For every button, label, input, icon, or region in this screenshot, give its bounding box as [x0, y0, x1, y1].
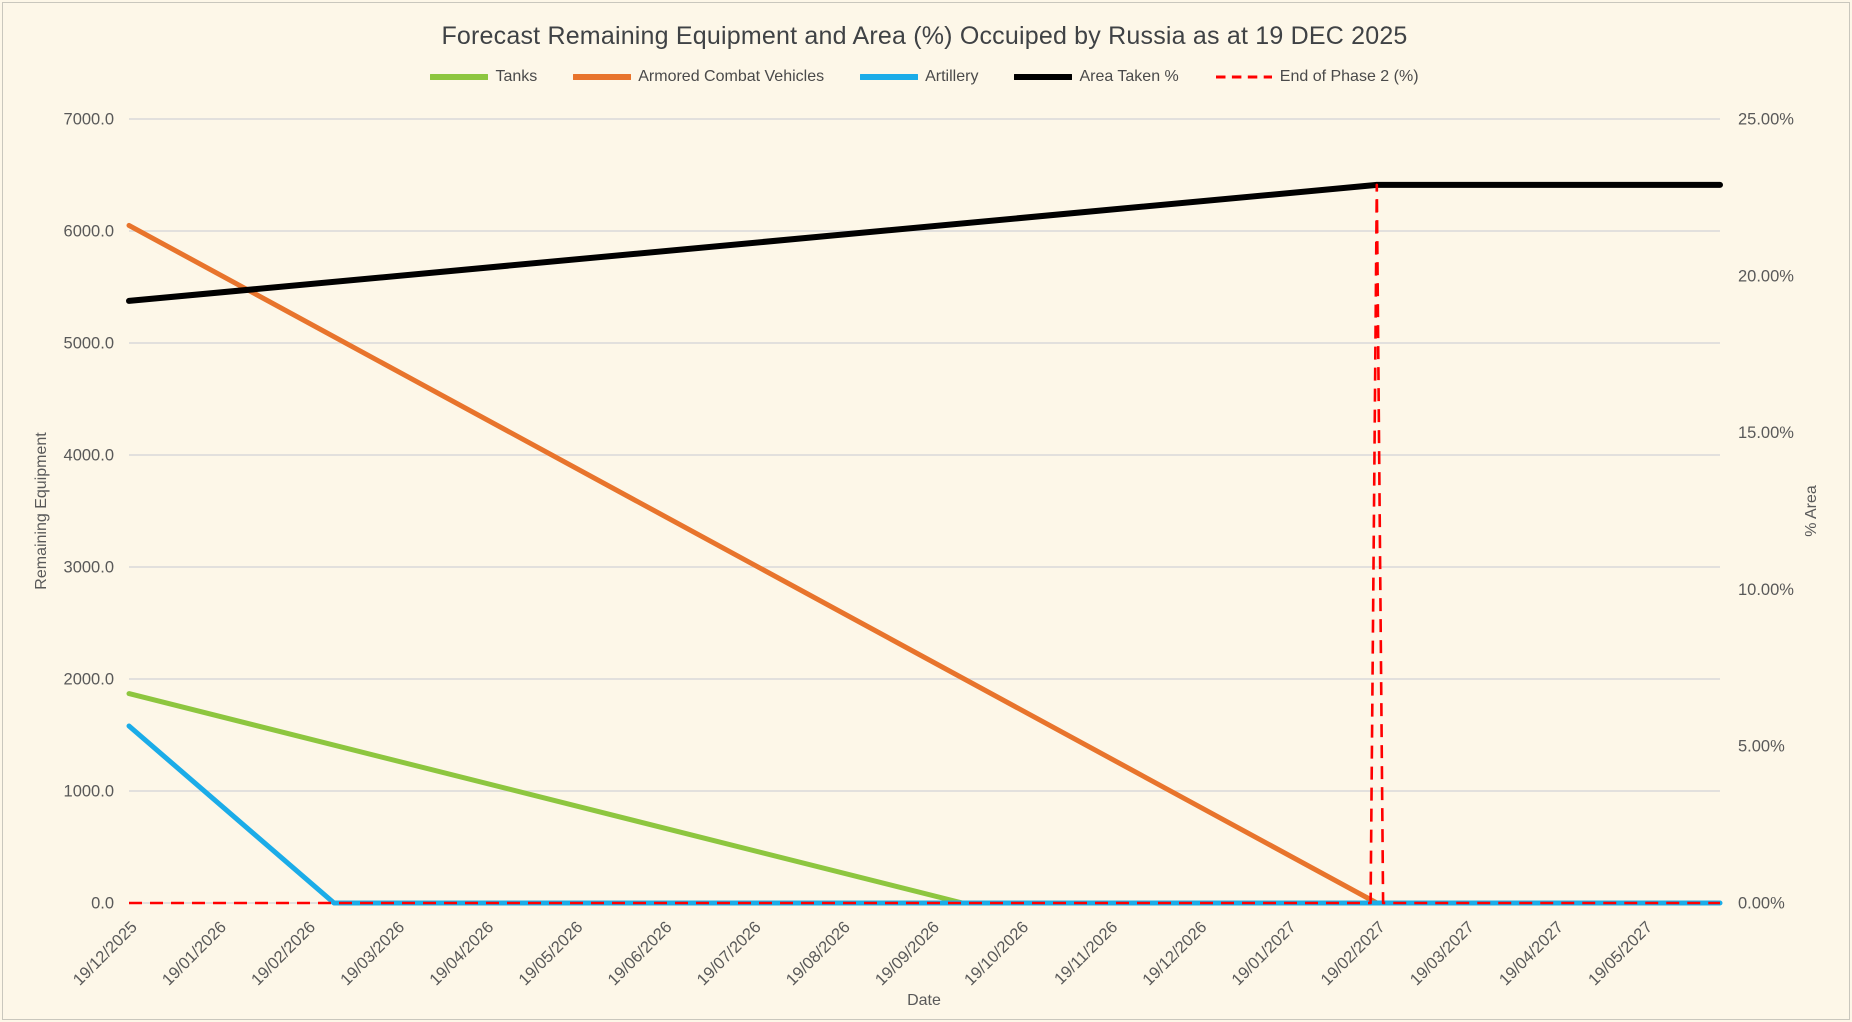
left-axis-tick-label: 1000.0 — [64, 783, 114, 801]
x-axis-tick-label: 19/01/2027 — [1228, 918, 1299, 989]
left-axis-tick-label: 4000.0 — [64, 447, 114, 465]
legend-swatch-tanks — [430, 74, 489, 80]
left-axis-tick-label: 6000.0 — [64, 223, 114, 241]
series-line-armored-combat-vehicles — [126, 222, 1380, 906]
series-line-end-of-phase-2 — [129, 183, 1720, 905]
legend-swatch-artillery — [860, 74, 919, 80]
right-axis-tick-label: 10.00% — [1738, 581, 1794, 599]
left-axis-tick-label: 7000.0 — [64, 111, 114, 129]
x-axis-tick-label: 19/05/2026 — [515, 918, 586, 989]
x-axis-tick-label: 19/01/2026 — [159, 918, 230, 989]
x-axis-tick-label: 19/10/2026 — [961, 918, 1032, 989]
legend-swatch-end-of-phase-2 — [1215, 75, 1272, 79]
right-axis-tick-label: 20.00% — [1738, 267, 1794, 285]
legend-item-area-taken-pct: Area Taken % — [1014, 68, 1179, 86]
x-axis-tick-label: 19/12/2025 — [70, 918, 141, 989]
left-axis-tick-label: 3000.0 — [64, 559, 114, 577]
x-axis-tick-label: 19/04/2027 — [1496, 918, 1567, 989]
legend-label-artillery: Artillery — [925, 68, 979, 85]
x-axis-tick-label: 19/04/2026 — [426, 918, 497, 989]
x-axis-tick-label: 19/02/2027 — [1318, 918, 1389, 989]
series-line-artillery — [126, 723, 1723, 906]
legend-label-tanks: Tanks — [495, 68, 538, 85]
left-axis-tick-label: 2000.0 — [64, 671, 114, 689]
right-axis-tick-label: 5.00% — [1738, 738, 1785, 756]
series-line-area-taken-pct — [126, 181, 1723, 304]
legend-swatch-area-taken-pct — [1014, 74, 1073, 80]
series-line-tanks — [126, 691, 965, 906]
chart-title: Forecast Remaining Equipment and Area (%… — [441, 22, 1408, 50]
legend-item-artillery: Artillery — [860, 68, 978, 86]
legend-item-end-of-phase-2: End of Phase 2 (%) — [1215, 68, 1419, 86]
x-axis-tick-label: 19/03/2027 — [1407, 918, 1478, 989]
left-axis-tick-label: 5000.0 — [64, 335, 114, 353]
x-axis-tick-label: 19/06/2026 — [604, 918, 675, 989]
x-axis-tick-label: 19/07/2026 — [694, 918, 765, 989]
x-axis-tick-label: 19/09/2026 — [872, 918, 943, 989]
legend-label-area-taken-pct: Area Taken % — [1079, 68, 1179, 85]
x-axis-tick-label: 19/11/2026 — [1051, 918, 1121, 988]
legend-item-armored-combat-vehicles: Armored Combat Vehicles — [573, 68, 824, 86]
legend: Tanks Armored Combat Vehicles Artillery Are… — [129, 68, 1720, 86]
left-axis-tick-label: 0.0 — [91, 895, 114, 913]
x-axis-tick-label: 19/12/2026 — [1139, 918, 1210, 989]
x-axis-tick-label: 19/02/2026 — [248, 918, 319, 989]
x-axis-tick-label: 19/03/2026 — [337, 918, 408, 989]
legend-swatch-armored-combat-vehicles — [573, 74, 632, 80]
x-axis-tick-label: 19/08/2026 — [783, 918, 854, 989]
x-axis-title: Date — [907, 992, 941, 1009]
right-axis-tick-label: 15.00% — [1738, 424, 1794, 442]
right-axis-tick-label: 0.00% — [1738, 895, 1785, 913]
right-axis-tick-label: 25.00% — [1738, 111, 1794, 129]
legend-label-armored-combat-vehicles: Armored Combat Vehicles — [638, 68, 825, 85]
legend-label-end-of-phase-2: End of Phase 2 (%) — [1279, 68, 1419, 85]
x-axis-tick-label: 19/05/2027 — [1585, 918, 1656, 989]
legend-item-tanks: Tanks — [430, 68, 537, 86]
